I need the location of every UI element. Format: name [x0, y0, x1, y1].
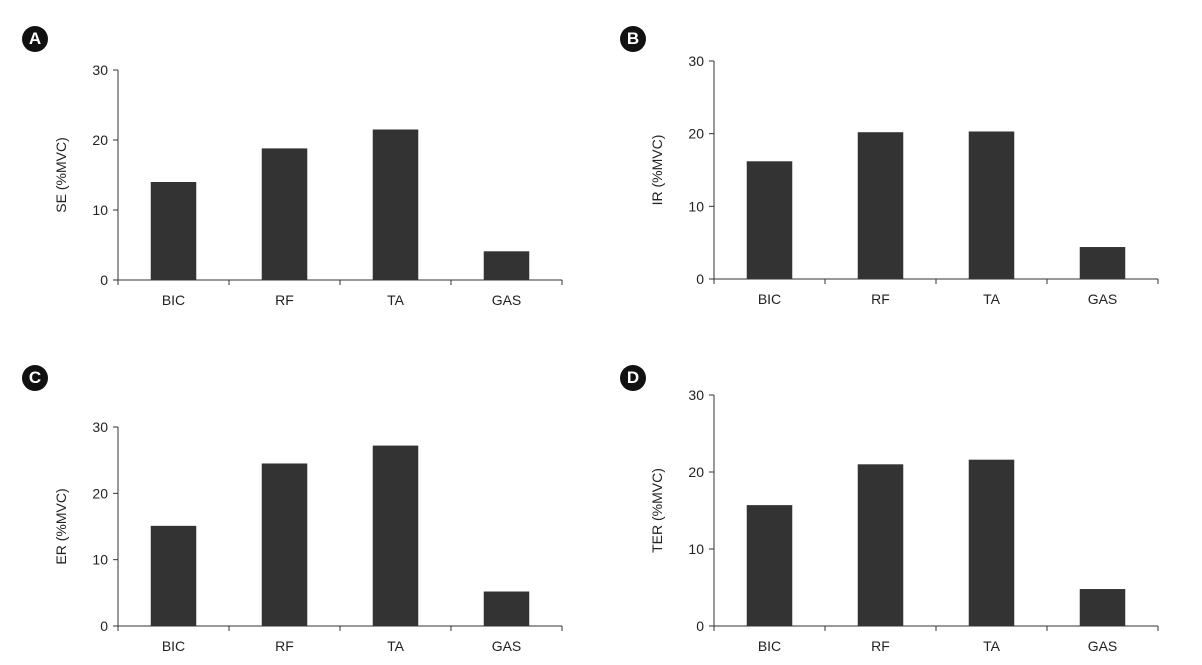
x-tick-label: GAS — [1088, 638, 1118, 654]
chart-panel-d: D 0 10 20 30 TER (%MVC) BIC RF TA GAS — [620, 365, 1180, 665]
chart-panel-a: A 0 10 20 30 SE (%MVC) BIC RF TA GAS — [22, 26, 582, 326]
y-tick-label: 20 — [688, 464, 704, 480]
y-tick-label: 10 — [688, 541, 704, 557]
x-tick-label: GAS — [492, 638, 522, 654]
bar-chart-b: 0 10 20 30 IR (%MVC) BIC RF TA GAS — [649, 53, 1159, 307]
bar-ta — [372, 445, 419, 626]
y-tick-label: 20 — [92, 485, 108, 501]
y-axis-label: SE (%MVC) — [53, 137, 69, 212]
bar-bic — [746, 505, 793, 626]
bar-bic — [150, 182, 197, 280]
x-tick-label: RF — [871, 291, 890, 307]
x-tick-label: TA — [983, 291, 1001, 307]
x-tick-label: BIC — [162, 638, 185, 654]
y-tick-label: 10 — [688, 198, 704, 214]
x-tick-label: TA — [387, 292, 405, 308]
bar-ta — [968, 131, 1015, 279]
y-tick-label: 0 — [100, 618, 108, 634]
y-tick-label: 0 — [100, 272, 108, 288]
y-tick-label: 0 — [696, 618, 704, 634]
x-tick-label: BIC — [758, 291, 781, 307]
y-tick-label: 30 — [688, 387, 704, 403]
y-axis-label: IR (%MVC) — [649, 135, 665, 206]
y-tick-label: 30 — [92, 419, 108, 435]
chart-panel-b: B 0 10 20 30 IR (%MVC) BIC RF TA GAS — [620, 26, 1180, 326]
y-tick-label: 20 — [92, 132, 108, 148]
panel-label-d: D — [620, 365, 646, 391]
bar-rf — [857, 132, 904, 279]
bar-ta — [968, 459, 1015, 626]
x-tick-label: GAS — [492, 292, 522, 308]
y-axis-label: TER (%MVC) — [649, 468, 665, 553]
bar-rf — [857, 464, 904, 626]
bar-bic — [150, 525, 197, 626]
bar-gas — [483, 591, 530, 626]
bar-rf — [261, 148, 308, 280]
x-tick-label: BIC — [162, 292, 185, 308]
bar-chart-a: 0 10 20 30 SE (%MVC) BIC RF TA GAS — [53, 62, 563, 308]
bar-bic — [746, 161, 793, 279]
x-tick-label: BIC — [758, 638, 781, 654]
panel-label-b: B — [620, 26, 646, 52]
y-tick-label: 20 — [688, 126, 704, 142]
bar-chart-c: 0 10 20 30 ER (%MVC) BIC RF TA GAS — [53, 419, 563, 654]
bar-ta — [372, 129, 419, 280]
bar-gas — [1079, 247, 1126, 279]
bar-chart-d: 0 10 20 30 TER (%MVC) BIC RF TA GAS — [649, 387, 1159, 654]
x-tick-label: RF — [275, 638, 294, 654]
y-tick-label: 30 — [688, 53, 704, 69]
x-tick-label: TA — [387, 638, 405, 654]
y-axis-label: ER (%MVC) — [53, 488, 69, 564]
y-tick-label: 0 — [696, 271, 704, 287]
bar-rf — [261, 463, 308, 626]
bar-gas — [483, 251, 530, 280]
y-tick-label: 10 — [92, 202, 108, 218]
x-tick-label: GAS — [1088, 291, 1118, 307]
y-tick-label: 10 — [92, 552, 108, 568]
y-tick-label: 30 — [92, 62, 108, 78]
chart-panel-c: C 0 10 20 30 ER (%MVC) BIC RF TA GAS — [22, 365, 582, 665]
panel-label-c: C — [22, 365, 48, 391]
x-tick-label: RF — [275, 292, 294, 308]
panel-label-a: A — [22, 26, 48, 52]
x-tick-label: TA — [983, 638, 1001, 654]
bar-gas — [1079, 589, 1126, 626]
x-tick-label: RF — [871, 638, 890, 654]
